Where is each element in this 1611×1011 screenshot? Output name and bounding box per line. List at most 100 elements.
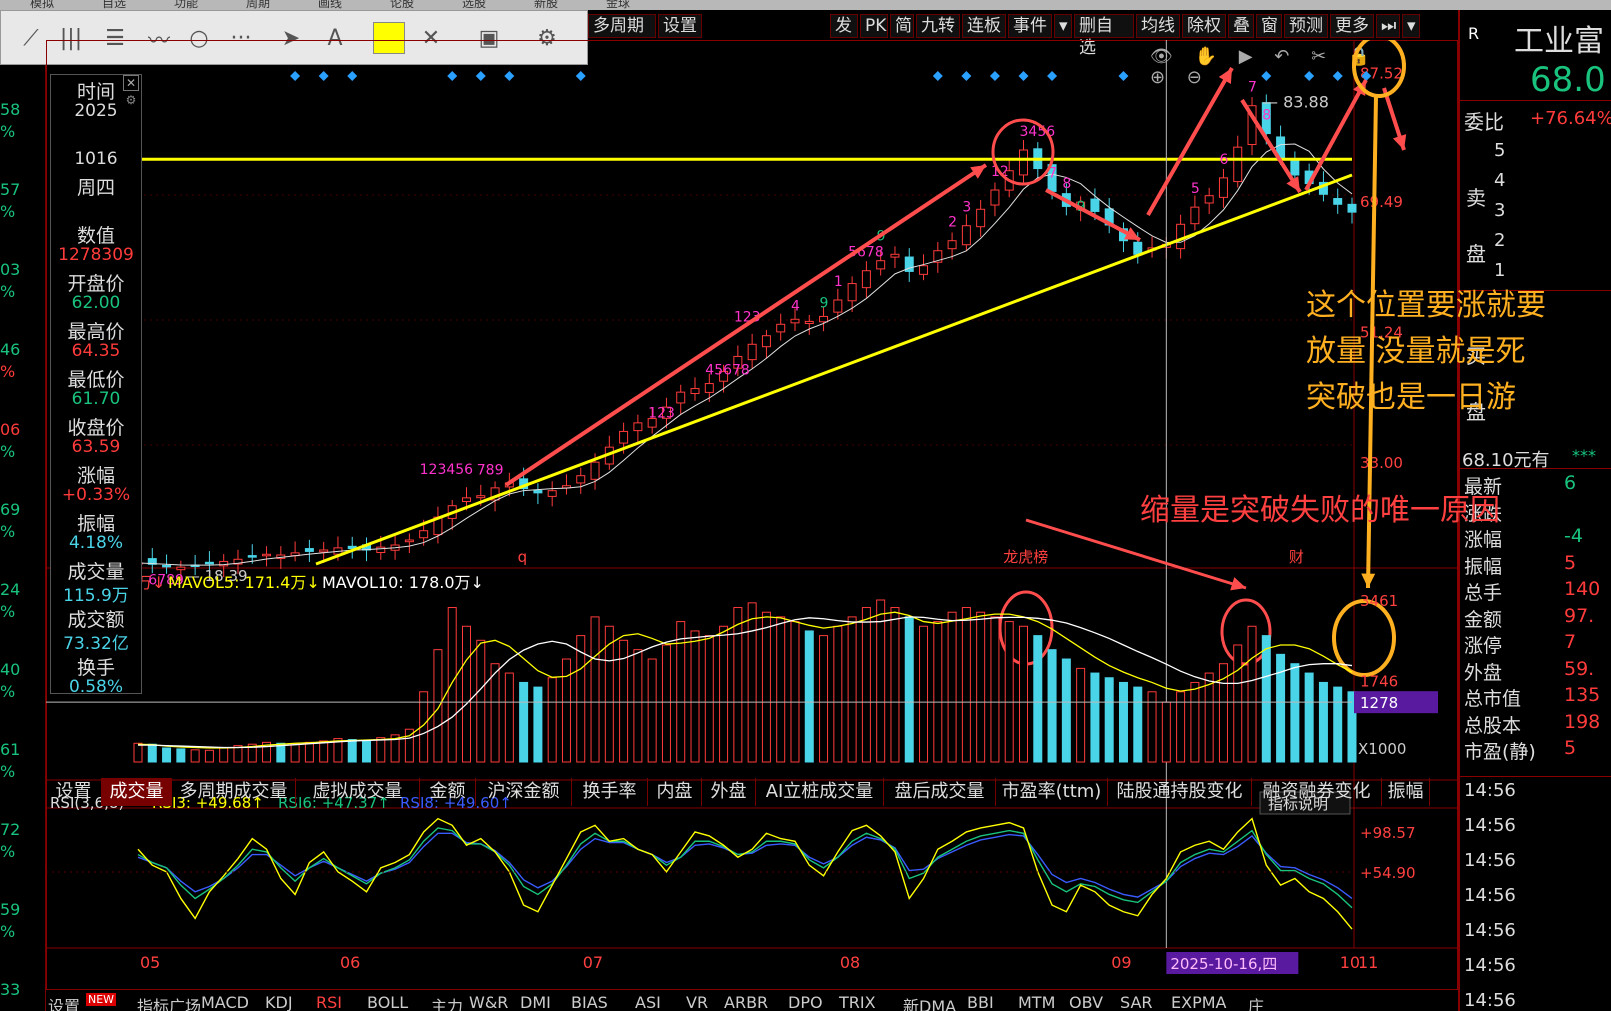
chart-tab[interactable]: 连板	[962, 14, 1006, 38]
volume-tab[interactable]: 设置	[46, 778, 102, 806]
chart-tab[interactable]: 删自选	[1074, 14, 1134, 58]
bottom-indicator-tab[interactable]: EXPMA	[1171, 993, 1227, 1011]
chart-tab[interactable]: 设置	[658, 14, 702, 38]
bottom-indicator-tab[interactable]: MTM	[1018, 993, 1056, 1011]
volume-tab[interactable]: 成交量	[102, 778, 172, 806]
volume-bar	[1033, 635, 1043, 763]
indicator-explain-button[interactable]	[1259, 791, 1351, 815]
chart-control-icons[interactable]: 👁 ✋ ▶ ↶ ✂ 🔒 ⊕ ⊖	[1150, 46, 1379, 88]
top-menu-item[interactable]: 论股	[390, 0, 415, 10]
volume-tab[interactable]: 换手率	[572, 778, 648, 806]
bottom-indicator-tab[interactable]: DPO	[788, 993, 823, 1011]
bottom-indicator-tab[interactable]: VR	[686, 993, 709, 1011]
bottom-indicator-tab[interactable]: 庄	[1248, 997, 1265, 1011]
bottom-indicator-tab[interactable]: BBI	[967, 993, 994, 1011]
bottom-indicator-tab[interactable]: KDJ	[265, 993, 293, 1011]
circle-icon[interactable]: ○	[189, 26, 209, 51]
rsi8-legend: RSI8: +49.60↑	[400, 794, 512, 812]
bottom-indicator-tab[interactable]: W&R	[469, 993, 509, 1011]
top-menu-item[interactable]: 选股	[462, 0, 487, 10]
rebound-arrow	[1304, 79, 1368, 191]
signal-diamond	[1018, 71, 1029, 81]
bottom-indicator-tab[interactable]: 设置	[48, 997, 81, 1011]
bottom-indicator-tab[interactable]: BIAS	[571, 993, 608, 1011]
bottom-indicator-tab[interactable]: OBV	[1069, 993, 1104, 1011]
save-template-icon[interactable]: ▣	[478, 26, 500, 51]
chart-tab[interactable]: 简	[890, 14, 914, 38]
bottom-indicator-tab[interactable]: 主力	[431, 997, 464, 1011]
top-menu-item[interactable]: 功能	[174, 0, 199, 10]
color-swatch-button[interactable]	[373, 22, 405, 54]
signal-diamond	[1118, 71, 1129, 81]
line-draw-icon[interactable]: ⟋	[23, 26, 39, 51]
bottom-indicator-tab[interactable]: SAR	[1120, 993, 1153, 1011]
info-value: 2025	[74, 101, 118, 121]
nine-turn-label: 5	[1191, 181, 1200, 197]
candle-body	[633, 422, 643, 432]
top-menu-item[interactable]: 画线	[318, 0, 343, 10]
signal-diamond	[1304, 71, 1315, 81]
top-menu-item[interactable]: 新股	[534, 0, 559, 10]
signal-diamond	[1332, 71, 1343, 81]
chart-tab[interactable]: ▾	[1402, 14, 1420, 38]
bottom-indicator-tab[interactable]: RSI	[316, 993, 342, 1011]
volume-tab[interactable]: 金额	[420, 778, 476, 806]
volume-target-arrow-head	[1361, 573, 1376, 588]
volume-tab[interactable]: 融资融券变化	[1252, 778, 1382, 806]
text-a-icon[interactable]: A	[327, 26, 343, 51]
chart-tab[interactable]: 预测	[1284, 14, 1328, 38]
volume-tab[interactable]: 多周期成交量	[172, 778, 296, 806]
candle-body	[419, 530, 429, 539]
chart-tab[interactable]: ▾	[1054, 14, 1072, 38]
close-icon[interactable]: ✕	[123, 75, 139, 91]
left-edge-value: 72	[0, 820, 21, 839]
chart-tab[interactable]: 发	[830, 14, 858, 38]
text-lines-icon[interactable]: ☰	[105, 26, 125, 51]
settings-icon[interactable]: ⚙	[125, 93, 137, 107]
bottom-indicator-tab[interactable]: MACD	[201, 993, 249, 1011]
chart-tab[interactable]: PK	[860, 14, 888, 38]
volume-tab[interactable]: 内盘	[648, 778, 702, 806]
chart-tab[interactable]: 更多	[1330, 14, 1374, 38]
volume-bar	[919, 625, 929, 763]
chart-tab[interactable]: ⏭	[1376, 14, 1400, 38]
volume-tab[interactable]: 虚拟成交量	[296, 778, 420, 806]
top-menu-item[interactable]: 周期	[246, 0, 271, 10]
volume-tab[interactable]: 外盘	[702, 778, 756, 806]
gear-icon[interactable]: ⚙	[537, 26, 557, 51]
more-icon[interactable]: ···	[230, 26, 252, 51]
chart-tab[interactable]: 多周期	[588, 14, 656, 38]
chart-tab[interactable]: 窗	[1256, 14, 1282, 38]
volume-tab[interactable]: AI立桩成交量	[756, 778, 884, 806]
signal-diamond	[504, 71, 515, 81]
chart-tab[interactable]: 叠	[1228, 14, 1254, 38]
delete-icon[interactable]: ✕	[421, 26, 441, 51]
volume-tab[interactable]: 振幅	[1382, 778, 1430, 806]
volume-bar	[790, 621, 800, 763]
chart-tab[interactable]: 九转	[916, 14, 960, 38]
top-menu-item[interactable]: 自选	[102, 0, 127, 10]
volume-tab[interactable]: 陆股通持股变化	[1108, 778, 1252, 806]
volume-tab[interactable]: 市盈率(ttm)	[996, 778, 1108, 806]
candle-body	[1347, 203, 1357, 213]
volume-bar	[1276, 653, 1286, 763]
bottom-indicator-tab[interactable]: 新DMA	[903, 997, 957, 1011]
bottom-indicator-tab[interactable]: ARBR	[724, 993, 769, 1011]
top-menu-item[interactable]: 金球	[606, 0, 631, 10]
volume-tab[interactable]: 沪深金额	[476, 778, 572, 806]
chart-tab[interactable]: 事件	[1008, 14, 1052, 38]
bars-icon[interactable]: |||	[59, 26, 83, 51]
bottom-indicator-tab[interactable]: 指标广场	[137, 997, 202, 1011]
bottom-indicator-tab[interactable]: ASI	[635, 993, 661, 1011]
info-label: 开盘价	[67, 273, 125, 295]
bottom-indicator-tab[interactable]: NEW	[86, 993, 117, 1006]
bottom-indicator-tab[interactable]: TRIX	[839, 993, 876, 1011]
chart-tab[interactable]: 除权	[1182, 14, 1226, 38]
bottom-indicator-tab[interactable]: DMI	[520, 993, 551, 1011]
cursor-icon[interactable]: ➤	[281, 26, 301, 51]
bottom-indicator-tab[interactable]: BOLL	[367, 993, 409, 1011]
volume-tab[interactable]: 盘后成交量	[884, 778, 996, 806]
top-menu-item[interactable]: 模拟	[30, 0, 55, 10]
chart-tab[interactable]: 均线	[1136, 14, 1180, 38]
